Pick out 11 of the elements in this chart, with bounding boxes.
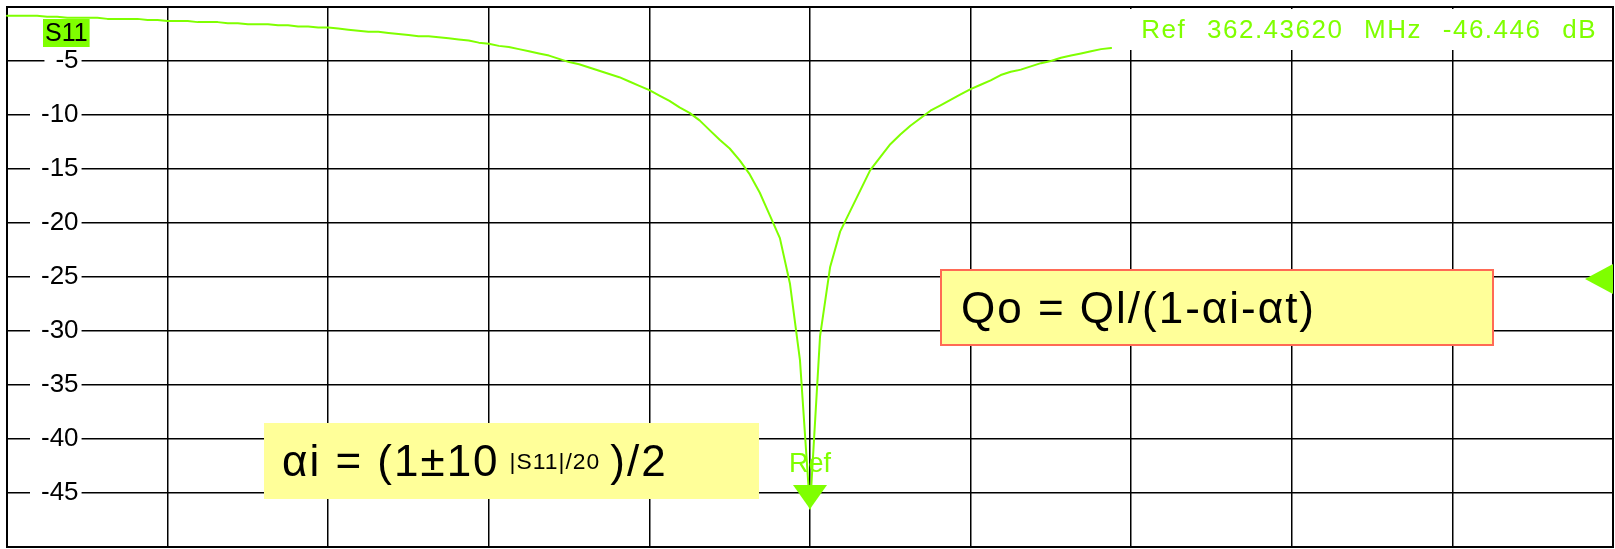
y-tick-label: -25	[41, 260, 79, 291]
y-tick-label: -45	[41, 476, 79, 507]
y-tick-label: -40	[41, 422, 79, 453]
y-tick-label: -20	[41, 206, 79, 237]
y-tick-label: -30	[41, 314, 79, 345]
series-label: S11	[45, 17, 88, 46]
annotation: Ref 362.43620 MHz -46.446 dB	[1121, 9, 1611, 50]
y-tick-label: -15	[41, 152, 79, 183]
y-tick-label: -5	[55, 44, 79, 75]
y-tick-label: -10	[41, 98, 79, 129]
y-tick-label: -35	[41, 368, 79, 399]
